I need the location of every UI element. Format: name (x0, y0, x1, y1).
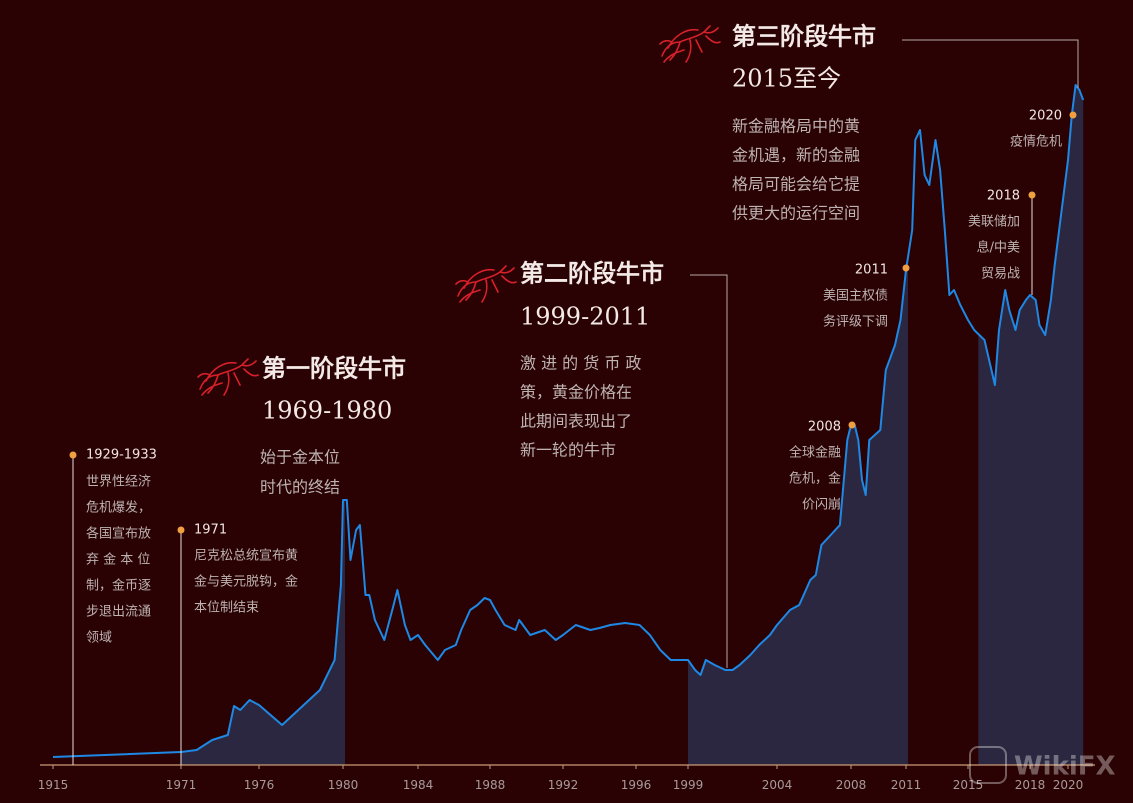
event-desc: 疫情危机 (1010, 134, 1062, 150)
bull-stroke (197, 368, 259, 378)
stage-desc: 此期间表现出了 (520, 412, 632, 431)
event-desc: 步退出流通 (86, 605, 151, 620)
event-dot (902, 264, 910, 272)
x-tick-label: 1980 (328, 778, 359, 792)
event-label: 2008 (808, 420, 841, 435)
area (181, 500, 345, 765)
event-label: 2020 (1029, 109, 1062, 124)
stage-title: 第三阶段牛市 (732, 22, 876, 51)
area (688, 257, 908, 765)
watermark-icon (969, 746, 1007, 784)
area (978, 85, 1084, 765)
event-desc: 息/中美 (977, 240, 1020, 256)
stage-title: 第一阶段牛市 (262, 354, 406, 383)
x-tick-label: 1971 (166, 778, 197, 792)
event-dot (69, 451, 77, 459)
bull-icon (659, 25, 721, 63)
stage-period: 2015至今 (732, 65, 841, 93)
stage-desc: 金机遇，新的金融 (732, 146, 860, 165)
event-dot (848, 421, 856, 429)
event-label: 2018 (987, 189, 1020, 204)
bull-icon (455, 265, 517, 303)
x-tick-label: 1996 (621, 778, 652, 792)
bull-stroke (199, 358, 257, 396)
event-label: 1971 (194, 523, 227, 538)
event-desc: 本位制结束 (194, 601, 259, 616)
event-label: 2011 (855, 263, 888, 278)
x-tick-label: 1999 (673, 778, 704, 792)
stage-desc: 激 进 的 货 币 政 (520, 354, 641, 373)
bull-stroke (455, 275, 517, 285)
event-desc: 领域 (86, 631, 112, 646)
x-tick-label: 1915 (38, 778, 69, 792)
x-tick-label: 1984 (403, 778, 434, 792)
stage-desc: 始于金本位 (260, 448, 340, 467)
event-desc: 尼克松总统宣布黄 (194, 548, 298, 564)
x-tick-label: 2015 (953, 778, 984, 792)
event-desc: 各国宣布放 (86, 526, 151, 542)
stage-desc: 供更大的运行空间 (732, 204, 860, 223)
event-dot (1069, 111, 1077, 119)
event-desc: 金与美元脱钩，金 (194, 574, 298, 590)
event-dot (177, 526, 185, 534)
event-desc: 贸易战 (981, 267, 1020, 282)
event-desc: 制，金币逐 (86, 578, 151, 594)
stage-period: 1999-2011 (520, 303, 650, 331)
x-tick-label: 2011 (891, 778, 922, 792)
event-label: 1929-1933 (86, 448, 157, 463)
event-desc: 全球金融 (789, 445, 841, 461)
stage-desc: 格局可能会给它提 (732, 175, 860, 194)
x-tick-label: 1988 (475, 778, 506, 792)
x-tick-label: 2004 (762, 778, 793, 792)
stage-period: 1969-1980 (262, 397, 392, 425)
x-tick-label: 2020 (1053, 778, 1084, 792)
connector (690, 274, 728, 668)
event-dot (1028, 191, 1036, 199)
connector (902, 39, 1079, 88)
watermark: WikiFX (1014, 752, 1116, 782)
event-desc: 美联储加 (968, 215, 1020, 230)
event-desc: 危机爆发， (86, 500, 151, 516)
x-tick-label: 2008 (836, 778, 867, 792)
x-tick-label: 2018 (1015, 778, 1046, 792)
event-desc: 务评级下调 (823, 314, 888, 330)
event-desc: 危机，金 (789, 471, 841, 487)
bull-icon (197, 358, 259, 396)
stage-desc: 策，黄金价格在 (520, 383, 632, 402)
bull-stroke (661, 25, 719, 63)
stage-title: 第二阶段牛市 (520, 259, 664, 288)
event-desc: 美国主权债 (823, 288, 888, 304)
bull-stroke (457, 265, 515, 303)
gold-line (52, 84, 1085, 758)
x-tick-label: 1976 (244, 778, 275, 792)
bull-stroke (659, 35, 721, 45)
stage-desc: 新金融格局中的黄 (732, 117, 860, 136)
stage-desc: 新一轮的牛市 (520, 441, 616, 460)
event-desc: 弃 金 本 位 (86, 552, 150, 568)
stage-desc: 时代的终结 (260, 478, 340, 497)
event-desc: 价闪崩 (802, 498, 841, 513)
x-tick-label: 1992 (548, 778, 579, 792)
event-desc: 世界性经济 (86, 475, 151, 490)
